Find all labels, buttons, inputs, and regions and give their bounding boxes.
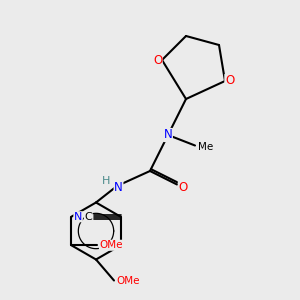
- Text: N: N: [164, 128, 172, 142]
- Text: O: O: [153, 53, 162, 67]
- Text: N: N: [114, 181, 123, 194]
- Text: OMe: OMe: [100, 240, 123, 250]
- Text: H: H: [102, 176, 111, 187]
- Text: O: O: [178, 181, 188, 194]
- Text: OMe: OMe: [117, 275, 140, 286]
- Text: C: C: [84, 212, 92, 222]
- Text: Me: Me: [198, 142, 213, 152]
- Text: O: O: [225, 74, 234, 88]
- Text: N: N: [74, 212, 82, 222]
